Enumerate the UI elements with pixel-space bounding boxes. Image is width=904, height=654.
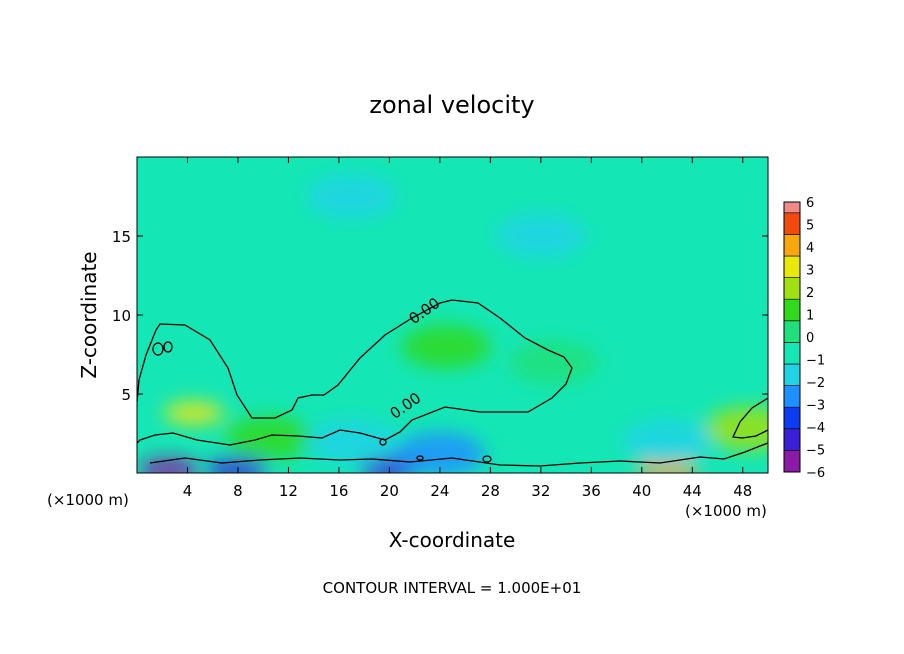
colorbar-label: 1 [806,309,814,324]
colorbar-label: −4 [806,421,825,436]
colorbar-label: 5 [806,219,814,234]
contour-interval-footer: CONTOUR INTERVAL = 1.000E+01 [323,579,582,597]
colorbar-label: 0 [806,331,814,346]
colorbar-swatch [783,298,801,322]
colorbar-swatch [783,255,801,278]
zero-contour-left-lobe [137,299,573,446]
x-tick-label: 48 [733,482,752,500]
colorbar-swatch [783,277,801,300]
colorbar-swatch [783,320,801,343]
x-tick-label: 28 [481,482,500,500]
colorbar-swatch [783,201,801,214]
colorbar-label: 6 [806,196,814,211]
x-tick-label: 32 [531,482,550,500]
field-anomaly [622,419,713,464]
field-anomaly [401,324,492,369]
x-tick-label: 12 [279,482,298,500]
colorbar-label: 3 [806,264,814,279]
field-anomaly [495,214,586,258]
colorbar-swatch [783,406,801,430]
colorbar-swatch [783,234,801,257]
colorbar-label: −3 [806,399,825,414]
colorbar-swatch [783,450,801,473]
chart-title: zonal velocity [369,91,534,119]
x-tick-label: 36 [582,482,601,500]
colorbar-label: −1 [806,354,825,369]
field-anomaly [306,419,397,464]
y-axis-label: Z-coordinate [77,251,101,378]
x-tick-label: 44 [683,482,702,500]
zero-contour [137,299,768,467]
field-anomaly [394,432,485,473]
x-tick-label: 4 [183,482,193,500]
zero-contour-right-lobe [732,397,768,439]
x-tick-label: 8 [233,482,243,500]
x-axis-label: X-coordinate [389,528,516,552]
colorbar-swatch [783,212,801,235]
field-anomaly [306,174,397,219]
field-anomaly [224,416,315,461]
zero-contour-blob [482,455,492,463]
zero-contour-blob [416,455,424,461]
colorbar-swatch [783,363,801,386]
field-anomaly [138,457,199,473]
colorbar-swatch [783,428,801,451]
colorbar-swatch [783,342,801,365]
colorbar-label: −2 [806,376,825,391]
field-anomaly [163,400,224,425]
colorbar-swatch [783,385,801,408]
colorbar-label: −6 [806,466,825,481]
y-tick-label: 5 [121,386,131,404]
zero-contour-blob [163,341,173,353]
zero-contour-bottom [149,442,768,467]
x-tick-label: 16 [329,482,348,500]
y-tick-label: 10 [112,307,131,325]
y-tick-label: 15 [112,228,131,246]
colorbar-label: −5 [806,444,825,459]
zero-contour-blob [152,342,164,356]
colorbar-label: 4 [806,241,814,256]
colorbar-label: 2 [806,286,814,301]
x-ticks: 4 8 12 16 20 24 28 32 36 40 44 48 [183,157,752,500]
zero-contour-blob [379,438,387,446]
field-anomaly [508,340,599,385]
y-ticks: 5 10 15 [112,228,768,404]
colorbar-frame [783,201,801,473]
x-tick-label: 40 [632,482,651,500]
colorbar: 6 5 4 3 2 1 0 −1 −2 −3 −4 −5 −6 [783,196,825,481]
x-unit-right: (×1000 m) [685,502,767,520]
x-tick-label: 20 [380,482,399,500]
x-unit-left: (×1000 m) [47,491,129,509]
x-tick-label: 24 [430,482,449,500]
field-anomaly [704,406,768,451]
